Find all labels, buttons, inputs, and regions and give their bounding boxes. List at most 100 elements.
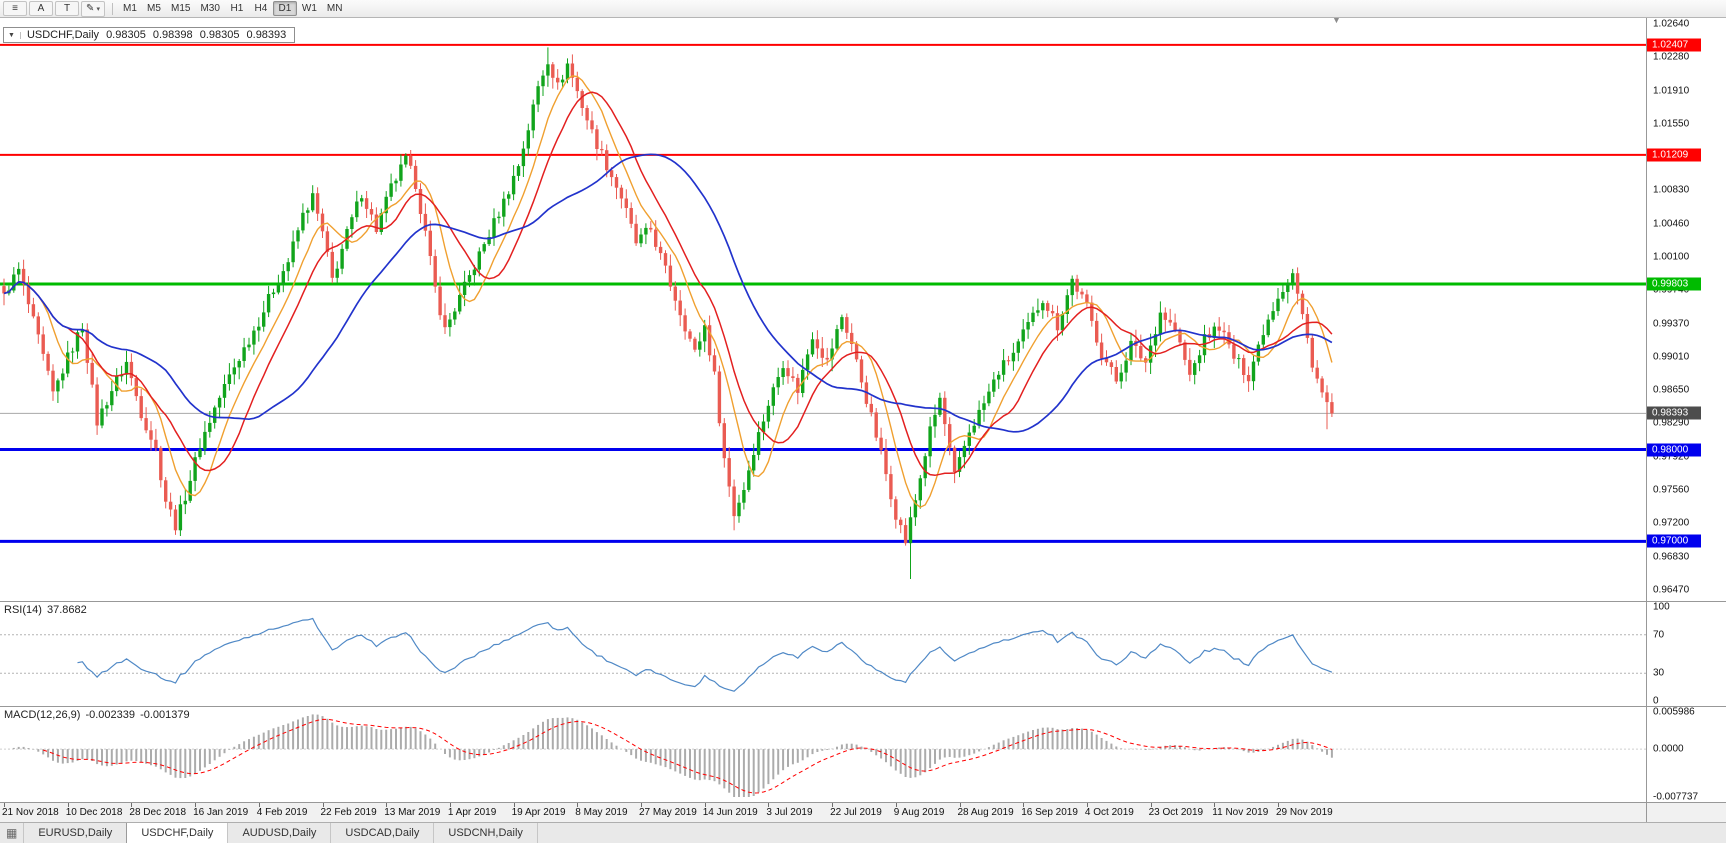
time-axis[interactable]: 21 Nov 2018 10 Dec 2018 28 Dec 2018 16 Jan … — [0, 802, 1726, 822]
date-tick-label: 8 May 2019 — [575, 807, 628, 818]
rsi-chart[interactable] — [0, 602, 1646, 706]
date-tick-mark — [1086, 803, 1088, 807]
price-tick-label: 0.96830 — [1653, 551, 1690, 563]
date-tick-label: 19 Apr 2019 — [511, 807, 566, 818]
timeframe-button-M5[interactable]: M5 — [147, 3, 161, 14]
tool-button-group: ≡ A T ✎ ▾ — [3, 0, 107, 17]
macd-pane: 0.005986 0.0000 -0.007737 MACD(12,26,9) -0… — [0, 706, 1726, 802]
macd-tick-label: 0.0000 — [1653, 743, 1684, 755]
chart-tab-USDCHF[interactable]: USDCHF,Daily — [126, 823, 229, 843]
main-chart-pane: 1.026401.022801.019101.015501.011901.008… — [0, 18, 1726, 601]
price-tick-label: 0.98290 — [1653, 417, 1690, 429]
macd-axis[interactable]: 0.005986 0.0000 -0.007737 — [1646, 707, 1726, 802]
date-tick-label: 29 Nov 2019 — [1276, 807, 1333, 818]
collapse-arrow-icon[interactable]: ▼ — [8, 31, 21, 39]
hline-price-label: 1.02407 — [1647, 38, 1701, 52]
date-tick-label: 21 Nov 2018 — [2, 807, 59, 818]
rsi-indicator-label: RSI(14) 37.8682 — [4, 604, 87, 616]
draw-tool-button[interactable]: ✎ ▾ — [81, 0, 105, 17]
crosshair-tool-button[interactable]: T — [55, 1, 79, 16]
date-tick-mark — [1150, 803, 1152, 807]
timeframe-button-H1[interactable]: H1 — [230, 3, 244, 14]
hline-price-label: 1.01209 — [1647, 148, 1701, 162]
price-tick-label: 0.97920 — [1653, 451, 1690, 463]
rsi-tick-label: 70 — [1653, 629, 1665, 641]
macd-chart[interactable] — [0, 707, 1646, 802]
date-tick-mark — [322, 803, 324, 807]
timeframe-button-M30[interactable]: M30 — [200, 3, 220, 14]
date-tick-label: 16 Jan 2019 — [193, 807, 249, 818]
date-tick-mark — [258, 803, 260, 807]
date-tick-label: 28 Dec 2018 — [129, 807, 187, 818]
rsi-axis[interactable]: 100 70 30 0 — [1646, 602, 1726, 706]
date-tick-label: 9 Aug 2019 — [893, 807, 945, 818]
chart-title-overlay: ▼ USDCHF,Daily 0.98305 0.98398 0.98305 0… — [3, 27, 296, 43]
price-tick-label: 0.99010 — [1653, 351, 1690, 363]
price-axis[interactable]: 1.026401.022801.019101.015501.011901.008… — [1646, 18, 1726, 601]
date-tick-label: 27 May 2019 — [639, 807, 697, 818]
toolbar: ≡ A T ✎ ▾ M1 M5 M15 M30 H1 H4 D1 W1 MN — [0, 0, 1726, 18]
price-tick-label: 0.99370 — [1653, 318, 1690, 330]
date-tick-mark — [895, 803, 897, 807]
price-tick-label: 1.02640 — [1653, 18, 1690, 29]
macd-tick-label: 0.005986 — [1653, 706, 1695, 718]
price-tick-label: 0.98650 — [1653, 384, 1690, 396]
date-tick-mark — [195, 803, 197, 807]
cursor-tool-button[interactable]: A — [29, 1, 53, 16]
date-tick-mark — [4, 803, 5, 807]
chart-tab-USDCAD[interactable]: USDCAD,Daily — [331, 823, 435, 843]
date-tick-mark — [832, 803, 834, 807]
date-tick-label: 3 Jul 2019 — [766, 807, 813, 818]
rsi-tick-label: 30 — [1653, 667, 1665, 679]
date-tick-mark — [768, 803, 770, 807]
dropdown-caret-icon: ▾ — [96, 5, 100, 13]
timeframe-button-group: M1 M5 M15 M30 H1 H4 D1 W1 MN — [118, 1, 347, 16]
chart-ohlc-values: 0.98305 0.98398 0.98305 0.98393 — [106, 29, 287, 41]
chart-tab-AUDUSD[interactable]: AUDUSD,Daily — [228, 823, 332, 843]
timeframe-button-MN[interactable]: MN — [326, 3, 343, 14]
chart-tab-USDCNH[interactable]: USDCNH,Daily — [434, 823, 538, 843]
rsi-tick-label: 0 — [1653, 695, 1659, 707]
date-tick-label: 11 Nov 2019 — [1212, 807, 1269, 818]
price-tick-label: 0.96470 — [1653, 584, 1690, 596]
date-tick-label: 23 Oct 2019 — [1148, 807, 1204, 818]
hline-price-label: 0.97000 — [1647, 534, 1701, 548]
chart-tabs: EURUSD,Daily USDCHF,Daily AUDUSD,Daily USDC… — [24, 823, 538, 843]
timeframe-button-D1[interactable]: D1 — [272, 1, 297, 16]
date-tick-label: 10 Dec 2018 — [65, 807, 123, 818]
date-tick-mark — [513, 803, 515, 807]
candlestick-chart[interactable] — [0, 18, 1646, 601]
chart-title: USDCHF,Daily — [26, 29, 100, 41]
date-tick-label: 16 Sep 2019 — [1021, 807, 1078, 818]
toolbar-separator — [112, 2, 113, 15]
axis-corner-divider — [1646, 803, 1647, 822]
timeframe-button-M15[interactable]: M15 — [171, 3, 191, 14]
date-tick-label: 14 Jun 2019 — [702, 807, 758, 818]
menu-icon-button[interactable]: ≡ — [3, 1, 27, 16]
macd-indicator-label: MACD(12,26,9) -0.002339 -0.001379 — [4, 709, 190, 721]
date-tick-label: 13 Mar 2019 — [384, 807, 441, 818]
timeframe-button-H4[interactable]: H4 — [254, 3, 268, 14]
date-tick-label: 4 Oct 2019 — [1084, 807, 1134, 818]
price-tick-label: 1.01550 — [1653, 118, 1690, 130]
price-tick-label: 1.00100 — [1653, 251, 1690, 263]
timeframe-button-M1[interactable]: M1 — [123, 3, 137, 14]
date-tick-mark — [1278, 803, 1279, 807]
date-tick-mark — [704, 803, 706, 807]
window-list-icon[interactable]: ▦ — [0, 823, 25, 843]
chart-shift-marker[interactable]: ▼ — [1332, 18, 1341, 25]
date-tick-mark — [449, 803, 451, 807]
macd-tick-label: -0.007737 — [1653, 791, 1699, 803]
date-tick-mark — [959, 803, 961, 807]
hline-price-label: 0.98000 — [1647, 443, 1701, 456]
timeframe-button-W1[interactable]: W1 — [301, 3, 317, 14]
date-tick-mark — [641, 803, 642, 807]
date-tick-mark — [131, 803, 133, 807]
price-tick-label: 1.02280 — [1653, 51, 1690, 63]
price-tick-label: 1.00830 — [1653, 184, 1690, 196]
date-tick-mark — [67, 803, 69, 807]
chart-tab-EURUSD[interactable]: EURUSD,Daily — [24, 823, 128, 843]
price-tick-label: 0.97560 — [1653, 484, 1690, 496]
date-tick-mark — [1214, 803, 1216, 807]
